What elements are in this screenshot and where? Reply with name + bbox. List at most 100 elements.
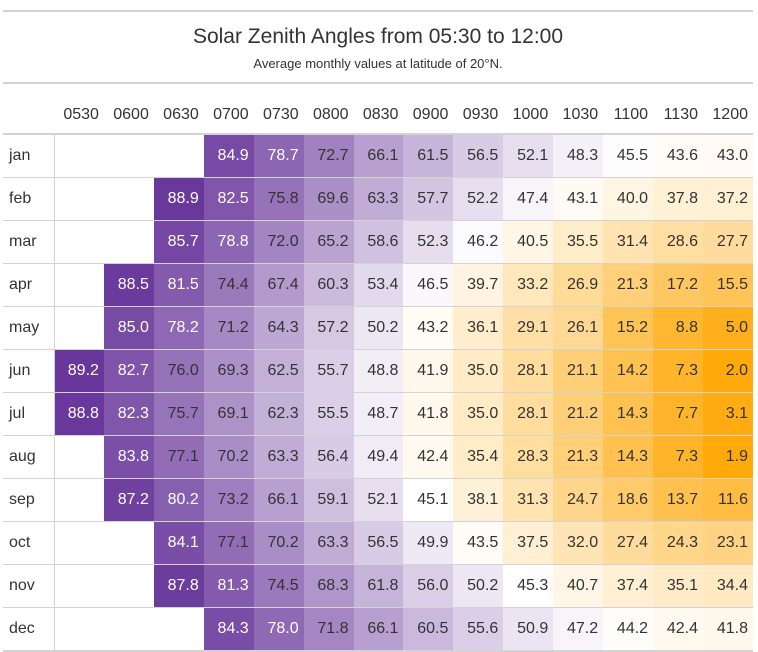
cell-aug-0530 [54, 435, 104, 479]
cell-aug-0700: 70.2 [203, 435, 254, 479]
cell-jun-1000: 28.1 [503, 349, 554, 393]
cell-apr-0930: 39.7 [453, 263, 504, 307]
cell-sep-0630: 80.2 [153, 478, 204, 522]
cell-apr-0630: 81.5 [153, 263, 204, 307]
cell-jun-0600: 82.7 [103, 349, 154, 393]
heatmap-table: 0530 0600 0630 0700 0730 0800 0830 0900 0930 1000… [3, 84, 753, 652]
cell-nov-0530 [54, 564, 104, 608]
row-label-jan: jan [3, 134, 55, 178]
cell-jan-0630 [153, 134, 204, 178]
column-header-1030: 1030 [553, 84, 604, 135]
row-label-may: may [3, 306, 55, 350]
table-row-aug: aug 83.8 77.1 70.2 63.3 56.4 49.4 42.4 35.4 28.3 2… [3, 435, 753, 479]
cell-feb-0630: 88.9 [153, 177, 204, 221]
cell-feb-1130: 37.8 [653, 177, 703, 221]
cell-nov-0800: 68.3 [303, 564, 354, 608]
table-row-nov: nov 87.8 81.3 74.5 68.3 61.8 56.0 50.2 45.3 40.7 3… [3, 564, 753, 608]
cell-apr-1200: 15.5 [702, 263, 753, 307]
cell-jul-1130: 7.7 [653, 392, 703, 436]
table-row-jul: jul 88.8 82.3 75.7 69.1 62.3 55.5 48.7 41.8 35.0 2… [3, 392, 753, 436]
table-row-dec: dec 84.3 78.0 71.8 66.1 60.5 55.6 50.9 47.2 44.2 4… [3, 607, 753, 652]
table-row-mar: mar 85.7 78.8 72.0 65.2 58.6 52.3 46.2 40.5 35.5 3… [3, 220, 753, 264]
cell-oct-0900: 49.9 [403, 521, 454, 565]
cell-mar-0600 [103, 220, 154, 264]
cell-may-0700: 71.2 [203, 306, 254, 350]
row-label-mar: mar [3, 220, 55, 264]
table-row-apr: apr 88.5 81.5 74.4 67.4 60.3 53.4 46.5 39.7 33.2 2… [3, 263, 753, 307]
cell-oct-0730: 70.2 [253, 521, 304, 565]
cell-jun-1200: 2.0 [702, 349, 753, 393]
cell-jul-1200: 3.1 [702, 392, 753, 436]
cell-apr-1030: 26.9 [553, 263, 604, 307]
table-title: Solar Zenith Angles from 05:30 to 12:00 [192, 25, 564, 48]
cell-jul-1100: 14.3 [603, 392, 654, 436]
cell-dec-0800: 71.8 [303, 607, 354, 652]
cell-aug-0730: 63.3 [253, 435, 304, 479]
cell-feb-1000: 47.4 [503, 177, 554, 221]
cell-feb-0700: 82.5 [203, 177, 254, 221]
cell-nov-0630: 87.8 [153, 564, 204, 608]
cell-sep-0600: 87.2 [103, 478, 154, 522]
cell-sep-0830: 52.1 [353, 478, 404, 522]
cell-mar-0530 [54, 220, 104, 264]
cell-jan-1030: 48.3 [553, 134, 604, 178]
cell-sep-0700: 73.2 [203, 478, 254, 522]
cell-jun-0530: 89.2 [54, 349, 104, 393]
cell-mar-1100: 31.4 [603, 220, 654, 264]
cell-mar-0630: 85.7 [153, 220, 204, 264]
column-header-1200: 1200 [702, 84, 753, 135]
cell-nov-0730: 74.5 [253, 564, 304, 608]
cell-jan-0730: 78.7 [253, 134, 304, 178]
cell-apr-1000: 33.2 [503, 263, 554, 307]
cell-dec-1100: 44.2 [603, 607, 654, 652]
row-label-dec: dec [3, 607, 55, 652]
cell-sep-0730: 66.1 [253, 478, 304, 522]
cell-nov-1200: 34.4 [702, 564, 753, 608]
row-label-sep: sep [3, 478, 55, 522]
cell-feb-1200: 37.2 [702, 177, 753, 221]
cell-mar-1000: 40.5 [503, 220, 554, 264]
cell-apr-0800: 60.3 [303, 263, 354, 307]
cell-jan-1000: 52.1 [503, 134, 554, 178]
cell-may-0630: 78.2 [153, 306, 204, 350]
cell-jan-0600 [103, 134, 154, 178]
cell-mar-0900: 52.3 [403, 220, 454, 264]
cell-jul-0700: 69.1 [203, 392, 254, 436]
cell-may-0830: 50.2 [353, 306, 404, 350]
cell-jun-1030: 21.1 [553, 349, 604, 393]
cell-aug-0800: 56.4 [303, 435, 354, 479]
cell-oct-1200: 23.1 [702, 521, 753, 565]
cell-sep-1200: 11.6 [702, 478, 753, 522]
cell-jun-1130: 7.3 [653, 349, 703, 393]
cell-jun-0830: 48.8 [353, 349, 404, 393]
cell-may-0930: 36.1 [453, 306, 504, 350]
cell-may-0800: 57.2 [303, 306, 354, 350]
cell-feb-0800: 69.6 [303, 177, 354, 221]
top-rule [3, 10, 753, 12]
cell-may-1030: 26.1 [553, 306, 604, 350]
cell-oct-1130: 24.3 [653, 521, 703, 565]
table-row-may: may 85.0 78.2 71.2 64.3 57.2 50.2 43.2 36.1 29.1 2… [3, 306, 753, 350]
cell-dec-0930: 55.6 [453, 607, 504, 652]
cell-apr-1100: 21.3 [603, 263, 654, 307]
cell-nov-1100: 37.4 [603, 564, 654, 608]
cell-aug-1000: 28.3 [503, 435, 554, 479]
cell-may-1200: 5.0 [702, 306, 753, 350]
cell-jan-0800: 72.7 [303, 134, 354, 178]
cell-jan-0900: 61.5 [403, 134, 454, 178]
cell-oct-0630: 84.1 [153, 521, 204, 565]
cell-nov-1130: 35.1 [653, 564, 703, 608]
cell-apr-0730: 67.4 [253, 263, 304, 307]
column-header-0800: 0800 [303, 84, 354, 135]
column-header-1000: 1000 [503, 84, 554, 135]
table-row-jun: jun 89.2 82.7 76.0 69.3 62.5 55.7 48.8 41.9 35.0 2… [3, 349, 753, 393]
cell-jan-0530 [54, 134, 104, 178]
cell-aug-0630: 77.1 [153, 435, 204, 479]
cell-oct-1100: 27.4 [603, 521, 654, 565]
cell-mar-0830: 58.6 [353, 220, 404, 264]
cell-nov-1030: 40.7 [553, 564, 604, 608]
cell-mar-0930: 46.2 [453, 220, 504, 264]
cell-feb-0730: 75.8 [253, 177, 304, 221]
cell-jul-1030: 21.2 [553, 392, 604, 436]
cell-dec-0700: 84.3 [203, 607, 254, 652]
